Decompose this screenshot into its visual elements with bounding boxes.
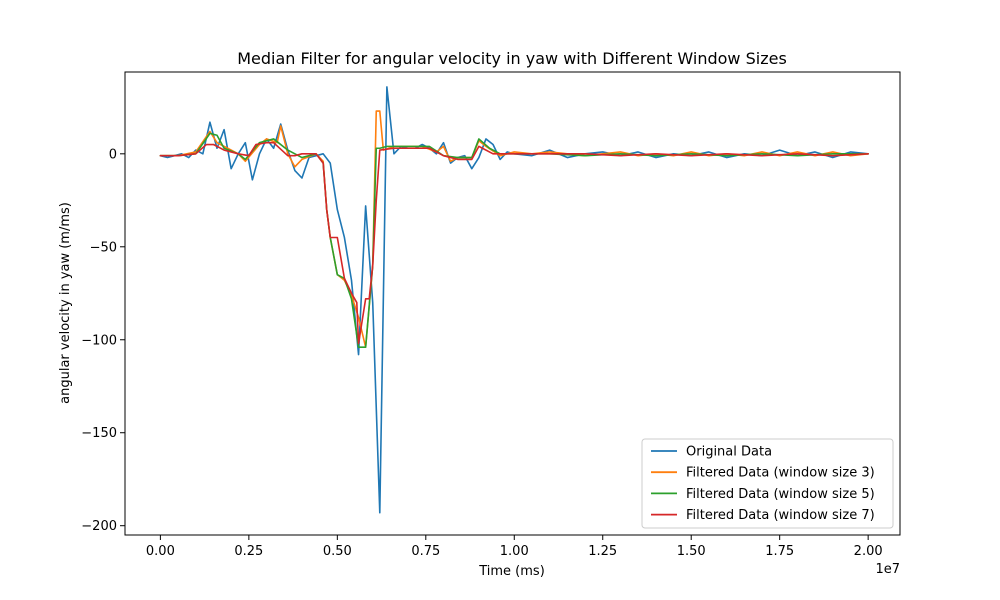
- x-tick-label: 0.75: [411, 544, 440, 559]
- y-tick-label: −100: [81, 333, 117, 348]
- y-axis: 0 −50 −100 −150 −200: [81, 147, 125, 534]
- x-tick-label: 0.50: [323, 544, 352, 559]
- legend-label-3: Filtered Data (window size 5): [686, 487, 875, 502]
- x-tick-label: 2.00: [854, 544, 883, 559]
- plot-area: [159, 86, 869, 514]
- x-tick-label: 1.50: [677, 544, 706, 559]
- x-axis: 0.00 0.25 0.50 0.75 1.00 1.25 1.50 1.75 2.00: [146, 535, 883, 559]
- x-tick-label: 1.00: [500, 544, 529, 559]
- legend-box: [641, 438, 894, 529]
- y-axis-label: angular velocity in yaw (m/ms): [58, 202, 73, 404]
- y-tick-label: −50: [90, 240, 117, 255]
- legend: Original Data Filtered Data (window size …: [641, 438, 894, 529]
- y-tick-label: 0: [109, 147, 117, 162]
- x-axis-label: Time (ms): [478, 564, 545, 579]
- series-line-4: [159, 141, 869, 345]
- x-tick-label: 1.25: [588, 544, 617, 559]
- x-tick-label: 0.00: [146, 544, 175, 559]
- x-tick-label: 0.25: [234, 544, 263, 559]
- chart-title: Median Filter for angular velocity in ya…: [237, 49, 787, 68]
- x-tick-label: 1.75: [765, 544, 794, 559]
- y-tick-label: −200: [81, 519, 117, 534]
- axes-frame: [124, 71, 901, 536]
- legend-label-1: Original Data: [686, 445, 772, 460]
- legend-label-4: Filtered Data (window size 7): [686, 508, 875, 523]
- x-axis-offset-label: 1e7: [875, 562, 900, 577]
- legend-label-2: Filtered Data (window size 3): [686, 466, 875, 481]
- y-tick-label: −150: [81, 426, 117, 441]
- series-line-3: [159, 132, 869, 348]
